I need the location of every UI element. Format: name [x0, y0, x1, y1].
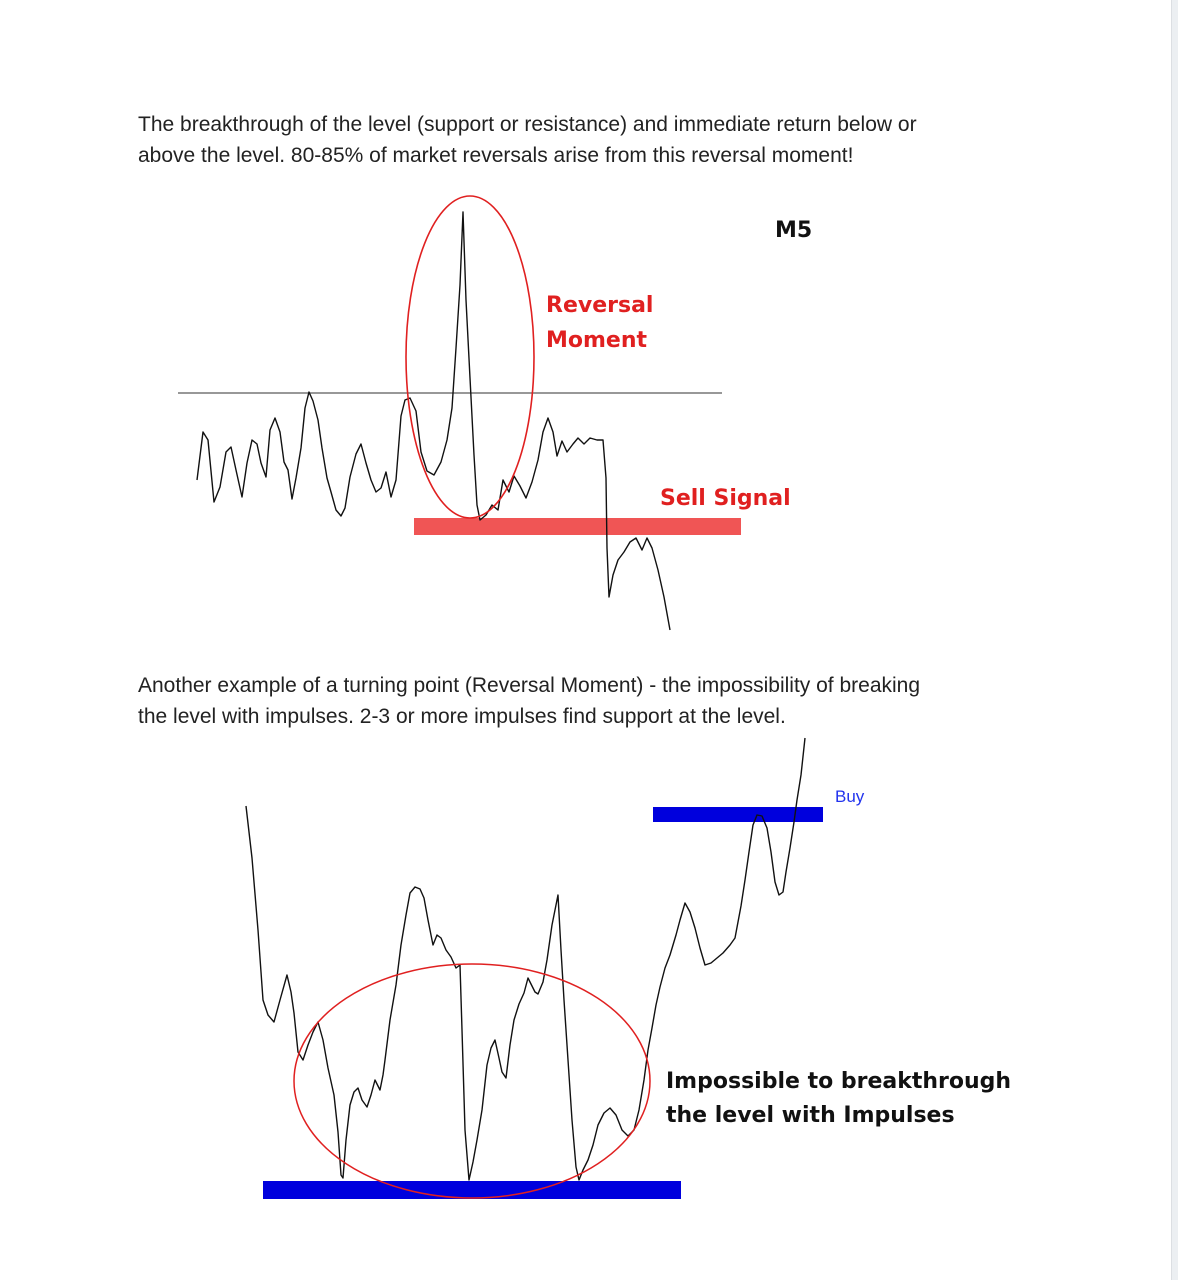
intro-line-1: The breakthrough of the level (support o…	[138, 113, 917, 136]
impulses-highlight-ellipse	[293, 963, 651, 1199]
sell-signal-label: Sell Signal	[660, 486, 791, 511]
price-line-2	[245, 737, 806, 1181]
timeframe-label: M5	[775, 218, 812, 243]
second-line-2: the level with impulses. 2-3 or more imp…	[138, 705, 786, 728]
intro-line-2: above the level. 80-85% of market revers…	[138, 144, 854, 167]
sell-signal-bar	[414, 518, 741, 535]
reversal-label-line-2: Moment	[546, 328, 648, 353]
page-edge	[1171, 0, 1178, 1280]
buy-level-bar	[653, 807, 823, 822]
second-line-1: Another example of a turning point (Reve…	[138, 674, 921, 697]
support-diagram: Buy Impossible to breakthrough the level…	[245, 737, 1011, 1199]
buy-label: Buy	[835, 787, 865, 806]
support-level-bar	[263, 1181, 681, 1199]
reversal-highlight-ellipse	[405, 195, 535, 519]
impossible-label-line-1: Impossible to breakthrough	[666, 1069, 1011, 1094]
price-line-1	[196, 211, 671, 631]
reversal-diagram: M5 Reversal Moment Sell Signal	[178, 195, 812, 631]
second-paragraph: Another example of a turning point (Reve…	[138, 670, 1038, 732]
impossible-label-line-2: the level with Impulses	[666, 1103, 955, 1128]
reversal-label-line-1: Reversal	[546, 293, 653, 318]
intro-paragraph: The breakthrough of the level (support o…	[138, 109, 1038, 171]
